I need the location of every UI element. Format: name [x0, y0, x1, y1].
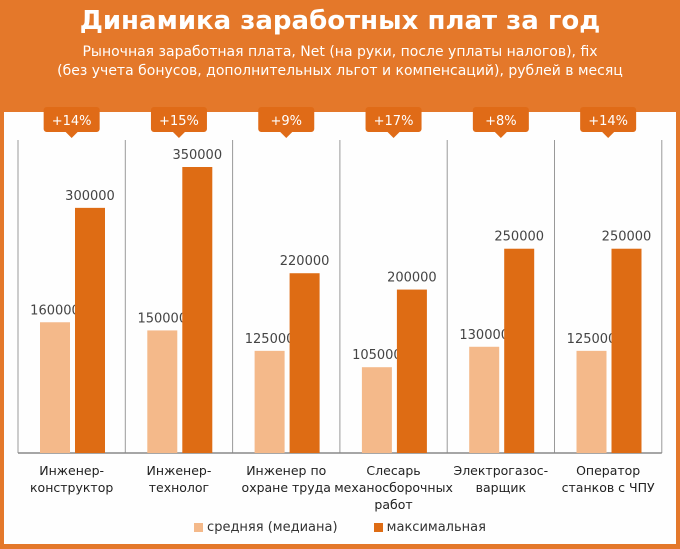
category-label: Инженер по [246, 463, 326, 478]
legend: средняя (медиана) максимальная [0, 520, 680, 535]
growth-badge-label: +15% [159, 114, 199, 129]
legend-swatch-median [194, 523, 204, 532]
bar-median [254, 350, 285, 453]
data-label: 300000 [65, 189, 115, 204]
growth-badge [258, 107, 315, 138]
growth-badge [150, 107, 207, 138]
data-label: 350000 [172, 148, 222, 163]
category-label: механосборочных [334, 480, 453, 495]
data-label: 125000 [245, 332, 295, 347]
growth-badge-label: +14% [52, 114, 92, 129]
data-label: 150000 [137, 311, 187, 326]
data-label: 130000 [459, 328, 509, 343]
chart-subtitle-line-1: Рыночная заработная плата, Net (на руки,… [82, 44, 598, 60]
legend-item-max: максимальная [373, 520, 486, 535]
category-label: варщик [476, 480, 527, 495]
data-label: 220000 [280, 254, 330, 269]
bar-max [75, 207, 105, 453]
bar-max [182, 167, 213, 453]
category-label: работ [374, 497, 412, 512]
chart-title: Динамика заработных плат за год [79, 6, 601, 36]
data-label: 250000 [494, 230, 544, 245]
category-label: технолог [149, 480, 209, 495]
bar-max [504, 248, 535, 453]
category-label: конструктор [30, 480, 113, 495]
category-label: Оператор [576, 463, 640, 478]
category-label: Слесарь [366, 463, 420, 478]
growth-badge [43, 107, 100, 138]
category-label: охране труда [242, 480, 331, 495]
legend-label-median: средняя (медиана) [207, 520, 338, 535]
data-label: 200000 [387, 271, 437, 286]
growth-badge-label: +17% [374, 114, 414, 129]
chart-subtitle-line-2: (без учета бонусов, дополнительных льгот… [57, 63, 623, 79]
growth-badge-label: +14% [588, 114, 628, 129]
bar-max [611, 248, 642, 453]
bar-median [469, 346, 500, 453]
data-label: 105000 [352, 348, 402, 363]
category-label: станков с ЧПУ [562, 480, 655, 495]
data-label: 250000 [602, 230, 652, 245]
legend-swatch-max [373, 523, 383, 532]
bar-median [40, 322, 70, 453]
data-label: 125000 [567, 332, 617, 347]
bar-median [361, 367, 392, 453]
growth-badge [365, 107, 422, 138]
growth-badge-label: +8% [485, 114, 517, 129]
bar-max [289, 273, 320, 453]
bar-max [396, 289, 427, 453]
category-label: Инженер- [147, 463, 212, 478]
growth-badge [580, 107, 637, 138]
legend-item-median: средняя (медиана) [194, 520, 338, 535]
growth-badge [472, 107, 529, 138]
category-label: Инженер- [39, 463, 104, 478]
bar-median [576, 350, 607, 453]
data-label: 160000 [30, 303, 80, 318]
growth-badge-label: +9% [270, 114, 302, 129]
category-label: Электрогазос- [453, 463, 548, 478]
bar-median [147, 330, 178, 453]
legend-label-max: максимальная [386, 520, 486, 535]
